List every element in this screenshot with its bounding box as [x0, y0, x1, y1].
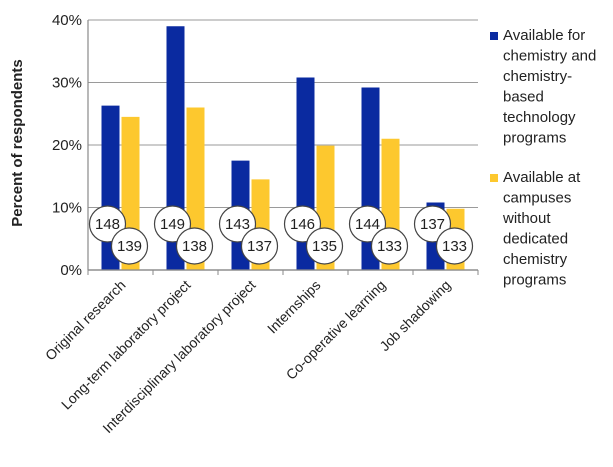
- y-tick-labels: 0% 10% 20% 30% 40%: [52, 12, 82, 279]
- legend-item-series2: Available at campuses without dedicated chem…: [490, 169, 581, 289]
- count-badge-series2-0: 139: [110, 227, 149, 265]
- y-tick-label: 10%: [52, 200, 82, 217]
- legend-label-line: technology: [503, 109, 576, 126]
- count-label: 137: [247, 238, 272, 255]
- legend-label-line: dedicated: [503, 231, 568, 248]
- count-label: 148: [95, 216, 120, 233]
- legend-label-line: Available at: [503, 169, 581, 186]
- y-tick-label: 0%: [60, 262, 82, 279]
- category-label: Long-term laboratory project: [58, 277, 194, 413]
- count-badge-series2-2: 137: [240, 227, 279, 265]
- count-label: 135: [312, 238, 337, 255]
- count-badge-series2-3: 135: [305, 227, 344, 265]
- legend: Available for chemistry and chemistry-base…: [490, 27, 596, 289]
- count-badge-circle: [240, 227, 279, 265]
- legend-label-line: programs: [503, 130, 566, 147]
- count-label: 143: [225, 216, 250, 233]
- count-label: 133: [377, 238, 402, 255]
- count-label: 144: [355, 216, 380, 233]
- legend-label-line: without: [502, 210, 551, 227]
- count-badge-circle: [370, 227, 409, 265]
- count-badge-circle: [110, 227, 149, 265]
- legend-label-line: campuses: [503, 190, 571, 207]
- count-label: 138: [182, 238, 207, 255]
- count-badge-circle: [175, 227, 214, 265]
- legend-swatch: [490, 174, 498, 182]
- count-label: 133: [442, 238, 467, 255]
- legend-label-line: chemistry and: [503, 48, 596, 65]
- legend-label-line: programs: [503, 272, 566, 289]
- axes: [87, 20, 479, 275]
- count-badge-series2-1: 138: [175, 227, 214, 265]
- count-badge-series2-5: 133: [435, 227, 474, 265]
- legend-swatch: [490, 32, 498, 40]
- count-label: 139: [117, 238, 142, 255]
- count-badges: 148 139 149 138 143 137 146 135 144 133 137 133: [88, 205, 474, 265]
- count-badge-series2-4: 133: [370, 227, 409, 265]
- category-label: Internships: [264, 277, 324, 337]
- y-tick-label: 30%: [52, 75, 82, 92]
- count-badge-circle: [435, 227, 474, 265]
- legend-label-line: Available for: [503, 27, 585, 44]
- legend-label-line: chemistry: [503, 251, 568, 268]
- count-label: 137: [420, 216, 445, 233]
- count-badge-circle: [305, 227, 344, 265]
- y-tick-label: 40%: [52, 12, 82, 29]
- y-axis-title: Percent of respondents: [9, 59, 26, 227]
- count-label: 149: [160, 216, 185, 233]
- bars: [101, 26, 465, 270]
- y-tick-label: 20%: [52, 137, 82, 154]
- legend-label-line: chemistry-: [503, 68, 572, 85]
- count-label: 146: [290, 216, 315, 233]
- legend-label-line: based: [503, 89, 544, 106]
- legend-item-series1: Available for chemistry and chemistry-base…: [490, 27, 596, 147]
